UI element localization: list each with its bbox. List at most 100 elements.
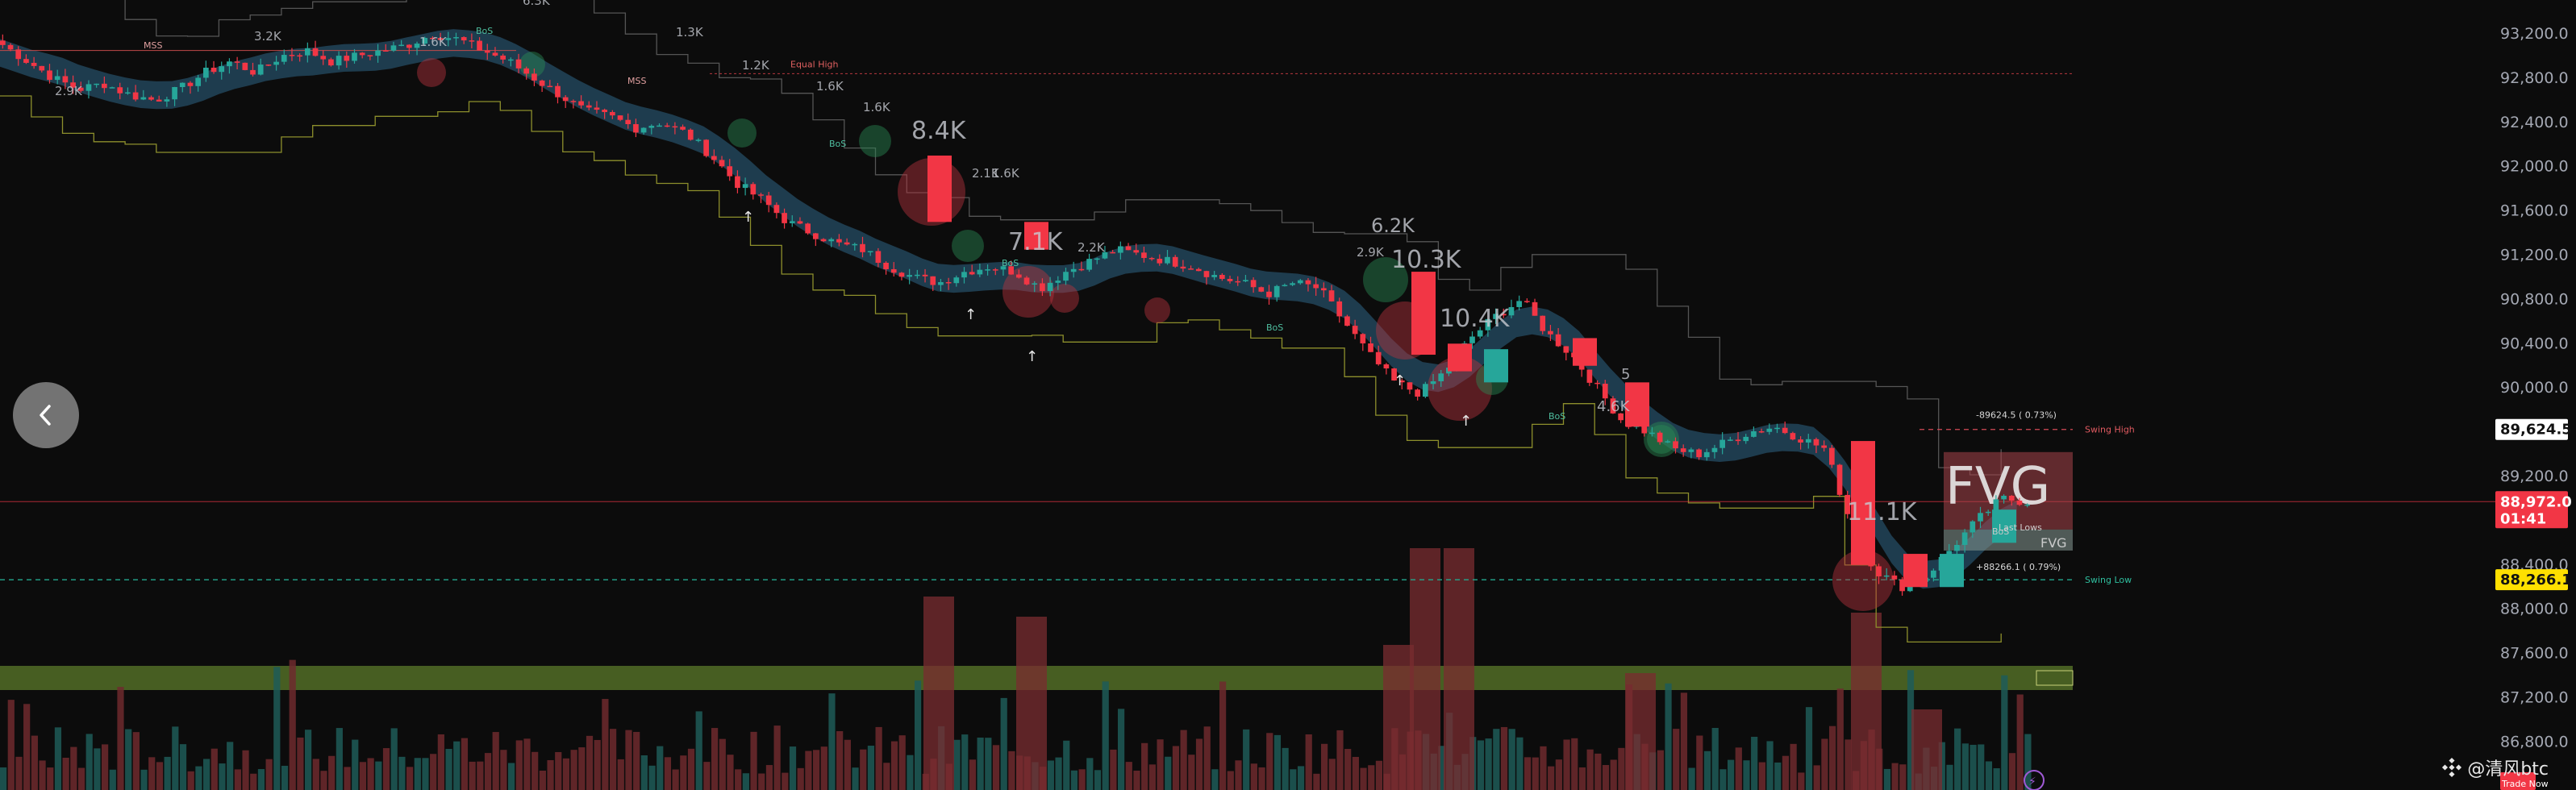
volume-bar: [2001, 675, 2008, 790]
volume-bar: [54, 727, 62, 790]
volume-bar: [508, 763, 515, 790]
structure-label: BoS: [829, 139, 846, 149]
back-button[interactable]: [13, 382, 79, 448]
volume-bar: [711, 728, 719, 790]
volume-bar: [570, 750, 577, 790]
volume-label: 1.6K: [863, 100, 891, 114]
large-candle: [1851, 441, 1875, 565]
volume-bar: [500, 750, 507, 790]
candle-body: [1758, 430, 1765, 433]
price-tag-countdown: 01:41: [2500, 510, 2546, 527]
fvg-label: FVG: [2040, 535, 2067, 551]
candle-body: [1407, 382, 1413, 390]
candle-body: [969, 272, 975, 275]
volume-bar: [1000, 697, 1007, 790]
candle-body: [164, 99, 170, 102]
volume-bar: [1321, 743, 1328, 790]
price-axis[interactable]: 93,200.0 92,800.0 92,400.0 92,000.0 91,600.0…: [2500, 25, 2569, 750]
candle-body: [875, 251, 882, 263]
candle-layer: [0, 31, 2030, 597]
candle-body: [1719, 439, 1725, 448]
candle-body: [578, 101, 584, 106]
candle-body: [1610, 398, 1616, 414]
volume-bar: [140, 769, 148, 790]
volume-bar: [344, 767, 351, 790]
volume-bar: [735, 769, 742, 790]
candle-body: [1157, 259, 1163, 264]
volume-bar: [1703, 750, 1711, 790]
volume-label: 2.2K: [1078, 240, 1106, 255]
volume-label: 6.3K: [523, 0, 551, 8]
candle-body: [1086, 259, 1092, 270]
candle-body: [1078, 268, 1085, 271]
candle-body: [1398, 380, 1405, 383]
volume-spike: [1911, 709, 1942, 790]
volume-bar: [437, 734, 444, 790]
volume-label: 6.2K: [1371, 214, 1415, 237]
candle-body: [648, 126, 655, 128]
volume-bar: [602, 699, 609, 790]
volume-bar: [242, 750, 249, 790]
volume-bar: [594, 739, 601, 790]
volume-bar: [1774, 762, 1782, 790]
volume-bar: [414, 758, 421, 790]
volume-bar: [687, 748, 695, 790]
y-tick-label: 86,800.0: [2500, 733, 2569, 750]
volume-bar: [633, 731, 640, 790]
candle-body: [852, 243, 858, 246]
volume-bar: [867, 746, 875, 790]
volume-label: 8.4K: [911, 117, 967, 145]
candle-body: [1423, 384, 1428, 397]
candle-body: [586, 105, 592, 108]
candle-body: [344, 56, 350, 61]
volume-bar: [1688, 767, 1695, 790]
candle-body: [1477, 330, 1483, 337]
volume-bar: [320, 771, 327, 790]
candle-body: [617, 115, 623, 120]
y-tick-label: 93,200.0: [2500, 25, 2569, 43]
y-tick-label: 90,000.0: [2500, 379, 2569, 397]
volume-spike: [1383, 645, 1414, 790]
candle-body: [242, 62, 248, 70]
candle-body: [1219, 275, 1225, 279]
volume-bar: [1125, 762, 1132, 790]
large-candle: [1940, 554, 1964, 588]
volume-bar: [758, 773, 765, 790]
swing-high-note: -89624.5 ( 0.73%): [1976, 410, 2057, 421]
volume-label: 10.3K: [1391, 246, 1462, 274]
candle-body: [477, 40, 482, 51]
candle-body: [1508, 306, 1515, 316]
candle-body: [359, 52, 365, 56]
volume-bar: [305, 730, 312, 790]
volume-bar: [1782, 755, 1790, 790]
volume-bar: [62, 757, 69, 790]
candle-body: [1985, 511, 1991, 514]
volume-bar: [1243, 729, 1250, 790]
volume-bar: [1735, 747, 1742, 790]
candle-body: [782, 213, 787, 223]
volume-bubble: [1428, 356, 1492, 421]
candle-body: [1657, 432, 1663, 443]
candle-body: [985, 269, 990, 271]
volume-bar: [782, 772, 789, 790]
candle-body: [1133, 250, 1140, 253]
candle-body: [867, 251, 873, 252]
volume-bar: [1790, 743, 1797, 790]
candle-body: [117, 87, 123, 94]
candle-body: [703, 139, 709, 156]
volume-bar: [1094, 770, 1102, 790]
volume-bar: [992, 745, 1000, 790]
candle-body: [1282, 285, 1288, 287]
volume-label: 1.2K: [742, 58, 770, 73]
candle-body: [1040, 283, 1045, 292]
candle-body: [1774, 427, 1780, 430]
candle-body: [1352, 326, 1358, 335]
volume-bar: [1235, 760, 1242, 790]
volume-bar: [281, 765, 289, 790]
volume-bar: [695, 711, 702, 790]
volume-bar: [187, 771, 194, 790]
volume-bubble: [1050, 284, 1079, 313]
candle-body: [680, 127, 686, 130]
volume-bar: [1829, 726, 1836, 790]
